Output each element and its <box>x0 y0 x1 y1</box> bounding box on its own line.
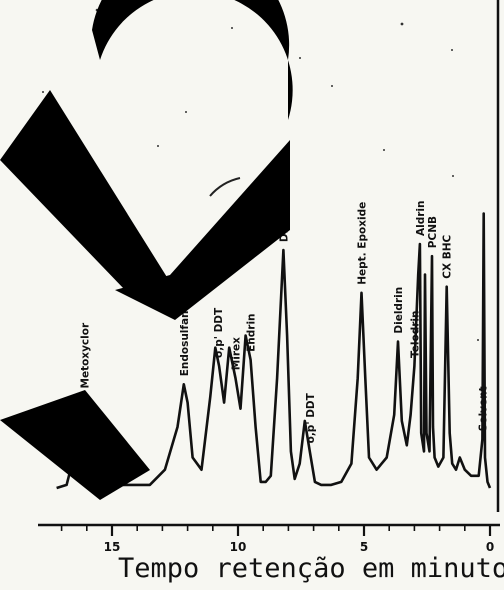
peak-label: Hept. Epoxide <box>356 202 368 285</box>
x-axis-label: Tempo retenção em minutos <box>118 553 504 584</box>
peak-label: PCNB <box>427 216 439 248</box>
peak-label: o,p' DDT <box>213 307 225 358</box>
peak-label: Aldrin <box>415 201 427 237</box>
peak-label: Endrin <box>246 313 258 351</box>
x-tick-label: 5 <box>360 540 368 554</box>
x-tick-label: 0 <box>486 540 494 554</box>
ink-smudge <box>209 177 241 197</box>
peak-labels: Metoxyclor Endosulfan II o,p' DDT Mirex Endr… <box>79 195 489 443</box>
peak-label: Mirex <box>230 337 242 370</box>
peak-label: Endosulfan II <box>179 299 191 376</box>
peak-label: Metoxyclor <box>79 322 91 388</box>
x-tick-label: 10 <box>230 540 247 554</box>
x-ticks <box>60 525 492 536</box>
paper-specks <box>42 8 479 341</box>
chromatogram-trace <box>56 212 492 490</box>
peak-label: Telodrin <box>409 311 421 358</box>
peak-label: Solvent <box>477 386 489 431</box>
peak-label: CX BHC <box>442 234 454 278</box>
peak-label: o,p' DDT <box>305 392 317 443</box>
x-tick-label: 15 <box>104 540 121 554</box>
peak-label: Dieldrin <box>278 195 290 242</box>
peak-label: Dieldrin <box>393 287 405 334</box>
x-tick-labels: 15 10 5 0 <box>104 540 495 554</box>
